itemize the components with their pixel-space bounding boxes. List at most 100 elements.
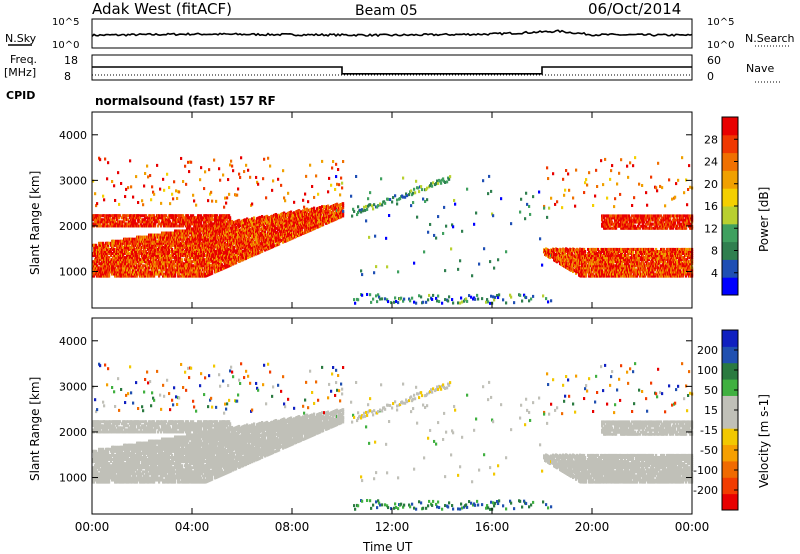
- power-cell: [529, 212, 532, 216]
- power-cell: [199, 268, 202, 272]
- power-cell: [99, 222, 102, 226]
- power-cell: [215, 239, 218, 243]
- power-cell: [369, 191, 372, 195]
- power-cell: [128, 274, 131, 278]
- power-cell: [200, 233, 203, 237]
- power-cell: [228, 192, 231, 196]
- power-cell: [98, 260, 101, 264]
- power-cell: [505, 250, 508, 254]
- power-cell: [98, 214, 101, 218]
- power-cell: [222, 264, 225, 268]
- power-cell: [433, 233, 436, 237]
- power-cell: [125, 187, 128, 191]
- power-cell: [126, 258, 129, 262]
- power-cell: [367, 197, 370, 201]
- freq-unit-label: [MHz]: [4, 66, 36, 79]
- power-cell: [220, 218, 223, 222]
- power-cell: [477, 297, 480, 301]
- power-cell: [123, 274, 126, 278]
- power-cell: [441, 301, 444, 305]
- power-cell: [269, 164, 272, 168]
- power-cell: [206, 249, 209, 253]
- power-cell: [366, 292, 369, 296]
- power-cell: [182, 239, 185, 243]
- power-cell: [118, 202, 121, 206]
- power-cell: [283, 196, 286, 200]
- power-cell: [154, 237, 157, 241]
- power-cell: [124, 195, 127, 199]
- freq-label: Freq.: [10, 53, 37, 66]
- power-cell: [213, 158, 216, 162]
- power-cell: [136, 222, 139, 226]
- power-cell: [386, 265, 389, 269]
- power-cell: [253, 216, 256, 220]
- power-cell: [166, 172, 169, 176]
- power-cell: [381, 297, 384, 301]
- power-cell: [305, 174, 308, 178]
- power-cell: [184, 235, 187, 239]
- power-cell: [494, 295, 497, 299]
- power-cell: [123, 216, 126, 220]
- power-cell: [126, 262, 129, 266]
- power-cell: [186, 262, 189, 266]
- power-cell: [106, 177, 109, 181]
- power-cell: [160, 222, 163, 226]
- power-cell: [550, 196, 553, 200]
- power-cell: [361, 293, 364, 297]
- power-cell: [466, 187, 469, 191]
- power-cell: [127, 186, 130, 190]
- power-cell: [124, 256, 127, 260]
- power-cell: [148, 270, 151, 274]
- power-cell: [173, 220, 176, 224]
- power-cell: [128, 220, 131, 224]
- power-cell: [106, 268, 109, 272]
- power-cell: [365, 219, 368, 223]
- power-cell: [120, 264, 123, 268]
- power-cell: [198, 218, 201, 222]
- power-cell: [99, 216, 102, 220]
- power-cell: [200, 220, 203, 224]
- power-cell: [159, 270, 162, 274]
- power-cell: [165, 239, 168, 243]
- power-cell: [158, 220, 161, 224]
- power-cell: [193, 260, 196, 264]
- power-cell: [95, 256, 98, 260]
- power-cell: [151, 220, 154, 224]
- power-cell: [98, 241, 101, 245]
- power-cell: [145, 272, 148, 276]
- power-cell: [183, 216, 186, 220]
- power-cell: [143, 258, 146, 262]
- power-cell: [122, 252, 125, 256]
- power-cell: [422, 197, 425, 201]
- power-cell: [168, 262, 171, 266]
- power-cell: [114, 266, 117, 270]
- power-cell: [113, 184, 116, 188]
- power-cell: [478, 262, 481, 266]
- power-cell: [200, 249, 203, 253]
- power-cell: [440, 181, 443, 185]
- power-cell: [539, 237, 542, 241]
- power-cell: [161, 216, 164, 220]
- power-cell: [117, 258, 120, 262]
- power-cell: [396, 202, 399, 206]
- power-cell: [165, 266, 168, 270]
- power-cell: [217, 265, 220, 269]
- freq-left-bottom-tick: 8: [64, 70, 71, 83]
- power-cell: [135, 266, 138, 270]
- power-cell: [178, 220, 181, 224]
- power-cell: [164, 241, 167, 245]
- power-cell: [457, 267, 460, 271]
- power-cell: [139, 243, 142, 247]
- power-cell: [109, 258, 112, 262]
- power-cell: [135, 175, 138, 179]
- power-cell: [114, 270, 117, 274]
- power-cell: [140, 247, 143, 251]
- power-cell: [194, 268, 197, 272]
- power-cell: [219, 241, 222, 245]
- power-cell: [131, 214, 134, 218]
- power-cell: [365, 204, 368, 208]
- power-cell: [520, 197, 523, 201]
- power-cell: [149, 245, 152, 249]
- power-cell: [210, 235, 213, 239]
- power-cell: [133, 264, 136, 268]
